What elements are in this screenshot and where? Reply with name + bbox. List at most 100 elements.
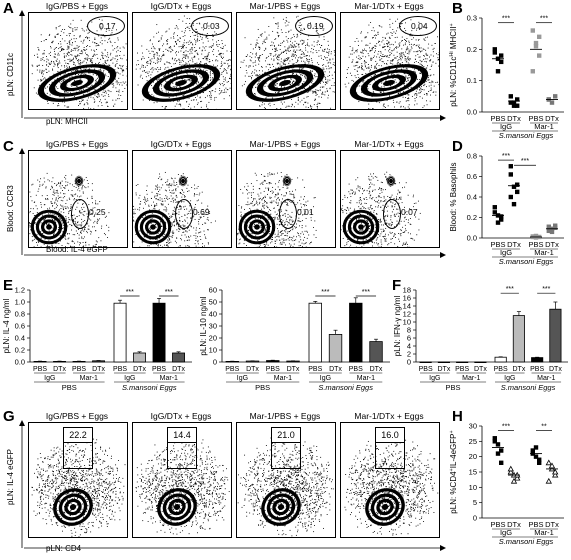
event-dot	[89, 72, 91, 74]
event-dot	[104, 73, 106, 75]
event-dot	[69, 67, 71, 68]
event-dot	[67, 106, 69, 108]
event-dot	[378, 87, 380, 89]
event-dot	[265, 82, 266, 84]
event-dot	[48, 35, 50, 36]
event-dot	[52, 98, 54, 100]
event-dot	[280, 42, 282, 44]
event-dot	[44, 217, 46, 219]
event-dot	[30, 196, 32, 198]
event-dot	[90, 96, 92, 98]
event-dot	[82, 192, 84, 194]
event-dot	[75, 38, 77, 40]
event-dot	[171, 185, 173, 187]
event-dot	[180, 61, 182, 63]
event-dot	[317, 102, 319, 104]
event-dot	[294, 45, 296, 47]
event-dot	[387, 75, 389, 77]
event-dot	[171, 76, 173, 78]
event-dot	[174, 177, 176, 179]
event-dot	[395, 65, 397, 67]
event-dot	[136, 233, 138, 235]
event-dot	[58, 198, 59, 200]
event-dot	[328, 52, 330, 54]
event-dot	[333, 82, 335, 84]
event-dot	[414, 94, 416, 96]
event-dot	[148, 221, 150, 223]
event-dot	[388, 50, 389, 52]
event-dot	[172, 90, 174, 92]
event-dot	[54, 208, 56, 210]
event-dot	[45, 238, 47, 239]
event-dot	[53, 233, 55, 235]
event-dot	[322, 76, 324, 78]
event-dot	[308, 71, 310, 73]
event-dot	[256, 78, 258, 80]
event-dot	[78, 60, 80, 62]
event-dot	[229, 75, 231, 77]
event-dot	[275, 47, 277, 49]
event-dot	[251, 78, 252, 80]
event-dot	[415, 90, 417, 92]
event-dot	[139, 68, 141, 70]
event-dot	[258, 75, 260, 77]
event-dot	[169, 84, 171, 85]
event-dot	[202, 86, 204, 88]
event-dot	[200, 36, 202, 38]
event-dot	[77, 50, 79, 52]
event-dot	[284, 22, 286, 24]
event-dot	[115, 81, 117, 83]
event-dot	[361, 63, 363, 65]
event-dot	[290, 77, 292, 79]
event-dot	[54, 94, 56, 96]
event-dot	[201, 191, 203, 193]
event-dot	[272, 55, 274, 57]
event-dot	[72, 29, 74, 31]
event-dot	[177, 101, 179, 103]
event-dot	[60, 199, 62, 201]
event-dot	[197, 102, 199, 104]
event-dot	[229, 65, 231, 67]
event-dot	[388, 57, 390, 58]
event-dot	[67, 222, 69, 223]
event-dot	[250, 52, 252, 53]
event-dot	[164, 87, 166, 89]
event-dot	[353, 65, 355, 67]
event-dot	[323, 81, 324, 83]
event-dot	[386, 78, 387, 80]
event-dot	[391, 86, 393, 88]
event-dot	[125, 68, 127, 70]
event-dot	[34, 238, 36, 240]
event-dot	[157, 199, 159, 201]
event-dot	[206, 56, 208, 58]
event-dot	[432, 55, 434, 57]
event-dot	[107, 106, 109, 107]
event-dot	[290, 65, 292, 67]
event-dot	[186, 231, 188, 233]
event-dot	[212, 73, 214, 74]
event-dot	[186, 54, 188, 56]
event-dot	[315, 92, 317, 94]
event-dot	[299, 40, 301, 42]
event-dot	[67, 47, 69, 49]
event-dot	[177, 39, 179, 41]
event-dot	[95, 64, 97, 66]
event-dot	[92, 54, 94, 56]
event-dot	[210, 65, 212, 67]
event-dot	[205, 67, 207, 69]
event-dot	[311, 74, 313, 76]
event-dot	[303, 97, 305, 99]
panel-letter-a: A	[3, 0, 14, 17]
event-dot	[55, 192, 57, 194]
event-dot	[385, 106, 387, 108]
event-dot	[382, 71, 384, 73]
event-dot	[206, 208, 208, 210]
event-dot	[170, 87, 172, 89]
event-dot	[230, 68, 231, 70]
event-dot	[85, 244, 87, 246]
event-dot	[303, 41, 305, 43]
event-dot	[88, 77, 90, 79]
event-dot	[254, 69, 256, 71]
event-dot	[382, 105, 384, 107]
event-dot	[405, 64, 406, 65]
